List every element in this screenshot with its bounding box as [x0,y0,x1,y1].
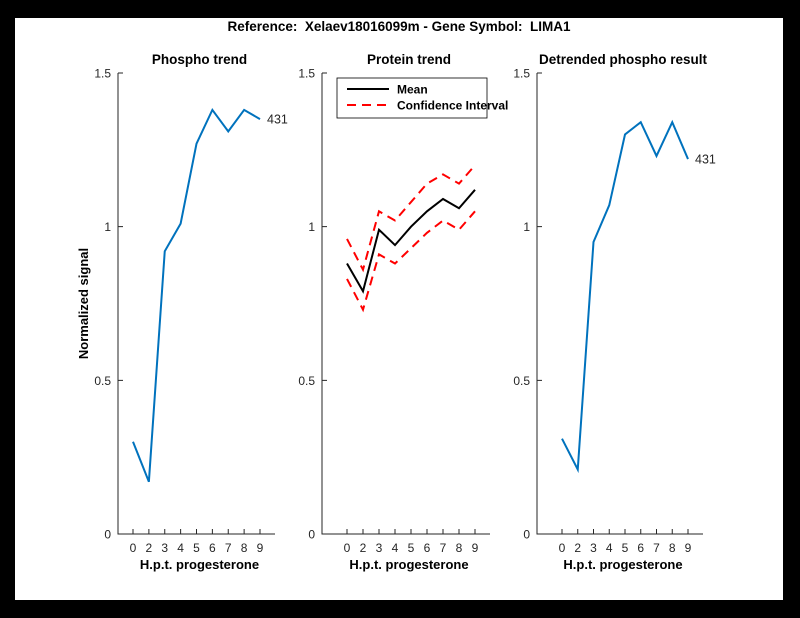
x-tick-label: 6 [424,541,431,555]
series-line-confidence-interval-upper [346,164,476,273]
y-tick-label: 1 [308,220,315,234]
axis-frame [536,72,703,535]
series-line-detrended-phospho-signal [561,119,689,474]
x-tick-label: 6 [209,541,216,555]
x-axis-label: H.p.t. progesterone [349,557,468,572]
series-line-mean [346,189,476,294]
y-tick-label: 1.5 [94,67,111,81]
y-tick-label: 1 [523,220,530,234]
endpoint-annotation: 431 [267,113,288,127]
y-tick-label: 1.5 [513,67,530,81]
legend-box [336,77,488,119]
endpoint-annotation: 431 [695,153,716,167]
legend-label-mean: Mean [397,83,428,97]
y-axis-label: Normalized signal [76,248,91,359]
y-tick-label: 0 [308,528,315,542]
x-tick-label: 3 [590,541,597,555]
y-tick-label: 0 [104,528,111,542]
x-tick-label: 8 [669,541,676,555]
legend: Mean Confidence Interval [336,77,508,119]
y-tick-label: 0.5 [513,374,530,388]
y-tick-label: 1.5 [298,67,315,81]
x-tick-label: 7 [440,541,447,555]
x-tick-label: 6 [637,541,644,555]
series-line-confidence-interval-lower [346,210,476,313]
matlab-figure: Reference: Xelaev18016099m - Gene Symbol… [15,18,783,600]
x-tick-label: 9 [472,541,479,555]
x-tick-label: 0 [559,541,566,555]
x-tick-label: 8 [241,541,248,555]
y-tick-label: 0 [523,528,530,542]
x-tick-label: 8 [456,541,463,555]
x-tick-label: 9 [257,541,264,555]
x-tick-label: 3 [161,541,168,555]
subplot-title: Detrended phospho result [539,52,708,67]
x-tick-label: 2 [146,541,153,555]
x-axis-label: H.p.t. progesterone [140,557,259,572]
x-tick-label: 4 [392,541,399,555]
y-tick-label: 0.5 [94,374,111,388]
x-tick-label: 0 [344,541,351,555]
x-tick-label: 5 [193,541,200,555]
figure-title: Reference: Xelaev18016099m - Gene Symbol… [227,19,571,34]
axis-frame [117,72,275,535]
x-axis-label: H.p.t. progesterone [563,557,682,572]
x-tick-label: 2 [574,541,581,555]
axis-frame [321,72,490,535]
series-line-phospho-signal [132,107,261,483]
x-tick-label: 4 [606,541,613,555]
x-tick-label: 0 [130,541,137,555]
x-tick-label: 5 [408,541,415,555]
x-tick-label: 3 [376,541,383,555]
x-tick-label: 7 [653,541,660,555]
x-tick-label: 9 [685,541,692,555]
legend-label-confidence-interval: Confidence Interval [397,99,508,113]
y-tick-label: 0.5 [298,374,315,388]
x-tick-label: 4 [177,541,184,555]
subplot-title: Phospho trend [152,52,247,67]
x-tick-label: 7 [225,541,232,555]
x-tick-label: 2 [360,541,367,555]
subplot-title: Protein trend [367,52,451,67]
y-tick-label: 1 [104,220,111,234]
x-tick-label: 5 [622,541,629,555]
